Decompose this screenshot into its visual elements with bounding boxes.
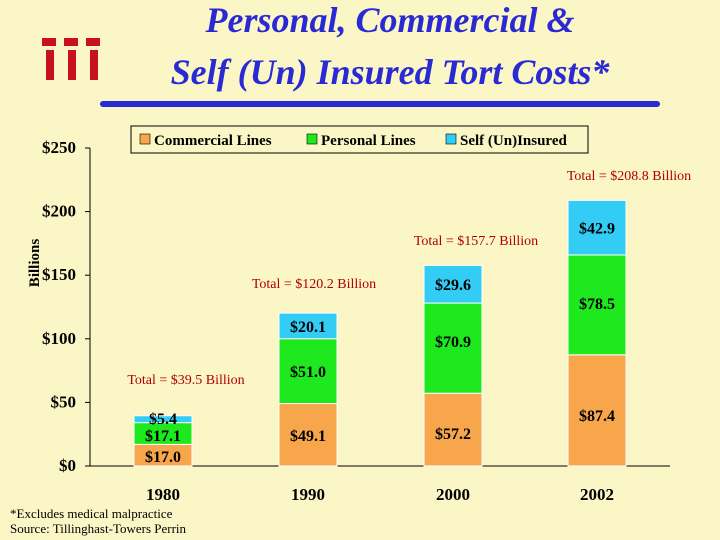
footnote: *Excludes medical malpractice (10, 506, 173, 521)
data-label: $87.4 (579, 408, 615, 425)
x-tick-label: 1990 (291, 485, 325, 504)
data-label: $70.9 (435, 334, 471, 351)
bar-segment (423, 302, 483, 394)
data-label: $78.5 (579, 296, 615, 313)
bar-segment (567, 354, 627, 467)
y-tick-label: $0 (59, 456, 76, 475)
bar-segment (133, 415, 193, 424)
total-label: Total = $39.5 Billion (127, 373, 244, 388)
y-axis-label: Billions (27, 239, 43, 288)
x-tick-label: 2002 (580, 485, 614, 504)
data-label: $57.2 (435, 426, 471, 443)
total-label: Total = $208.8 Billion (567, 169, 691, 184)
data-label: $51.0 (290, 364, 326, 381)
legend-swatch (139, 133, 151, 145)
legend-swatch (306, 133, 318, 145)
bar-segment (567, 254, 627, 356)
data-label: $49.1 (290, 428, 326, 445)
bar-segment (423, 264, 483, 304)
y-tick-label: $50 (51, 392, 77, 411)
title-line-2: Self (Un) Insured Tort Costs* (170, 52, 610, 92)
legend-swatch (445, 133, 457, 145)
bar-segment (278, 338, 338, 405)
total-label: Total = $157.7 Billion (414, 234, 538, 249)
legend-label: Self (Un)Insured (460, 133, 567, 149)
bar-segment (278, 403, 338, 467)
total-label: Total = $120.2 Billion (252, 277, 376, 292)
title-rule (100, 101, 660, 107)
data-label: $20.1 (290, 319, 326, 336)
data-label: $17.0 (145, 449, 181, 466)
y-tick-label: $200 (42, 202, 76, 221)
source-note: Source: Tillinghast-Towers Perrin (10, 521, 187, 536)
iii-logo: iii (42, 38, 100, 80)
legend-box (130, 125, 589, 154)
y-tick-label: $150 (42, 265, 76, 284)
y-tick-label: $100 (42, 329, 76, 348)
bar-segment (278, 312, 338, 340)
data-label: $17.1 (145, 428, 181, 445)
data-label: $5.4 (149, 411, 177, 428)
y-tick-label: $250 (42, 138, 76, 157)
title-line-1: Personal, Commercial & (205, 0, 575, 40)
x-tick-label: 1980 (146, 485, 180, 504)
x-tick-label: 2000 (436, 485, 470, 504)
bar-segment (567, 199, 627, 256)
legend-label: Personal Lines (321, 133, 416, 149)
data-label: $42.9 (579, 221, 615, 238)
data-label: $29.6 (435, 277, 471, 294)
legend-label: Commercial Lines (154, 133, 272, 149)
